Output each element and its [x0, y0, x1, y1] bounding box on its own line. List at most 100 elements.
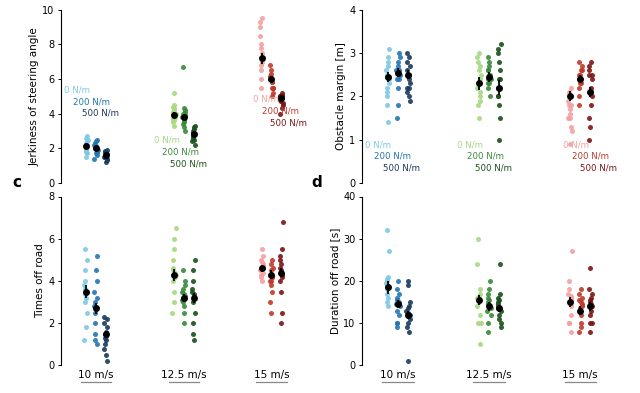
Text: 200 N/m: 200 N/m [73, 97, 110, 106]
Point [394, 312, 404, 318]
Point [472, 303, 483, 310]
Point [564, 106, 575, 112]
Point [493, 102, 504, 108]
Text: a: a [13, 0, 23, 3]
Point [563, 115, 573, 121]
Point [483, 297, 493, 303]
Point [384, 76, 394, 82]
Point [189, 295, 199, 301]
Point [168, 105, 179, 112]
Y-axis label: Times off road: Times off road [36, 244, 45, 318]
Point [384, 46, 394, 52]
Point [586, 295, 596, 301]
Point [177, 288, 188, 295]
Point [485, 278, 495, 284]
Point [81, 135, 91, 141]
Point [266, 299, 276, 305]
Point [403, 278, 413, 284]
Point [391, 301, 401, 307]
Point [256, 67, 266, 73]
Point [178, 295, 188, 301]
Point [100, 329, 111, 335]
Point [476, 290, 486, 297]
Point [585, 297, 595, 303]
Point [474, 297, 484, 303]
Point [587, 72, 597, 78]
Point [268, 90, 278, 96]
Point [178, 110, 188, 117]
Point [82, 310, 92, 316]
Point [566, 248, 577, 255]
Point [90, 320, 100, 326]
Point [404, 80, 415, 86]
Point [392, 84, 403, 91]
Point [493, 301, 503, 307]
Point [392, 295, 402, 301]
Point [573, 84, 584, 91]
Point [177, 121, 188, 127]
Point [573, 102, 584, 108]
Point [383, 274, 394, 280]
Point [564, 278, 575, 284]
Point [90, 337, 100, 343]
Text: 500 N/m: 500 N/m [269, 119, 307, 128]
Text: 0 N/m: 0 N/m [365, 140, 390, 149]
Point [483, 76, 493, 82]
Text: 500 N/m: 500 N/m [475, 163, 511, 173]
Point [79, 337, 90, 343]
Point [483, 299, 493, 305]
Point [383, 248, 394, 255]
Point [493, 295, 504, 301]
Point [91, 138, 101, 144]
Text: 0 N/m: 0 N/m [563, 140, 589, 149]
Point [483, 301, 493, 307]
Point [584, 67, 594, 73]
Point [584, 115, 595, 121]
Point [403, 89, 413, 95]
Point [472, 261, 483, 267]
Point [101, 333, 111, 339]
Point [483, 329, 493, 335]
Point [276, 274, 287, 280]
Point [587, 76, 597, 82]
Point [100, 149, 111, 155]
Point [586, 102, 596, 108]
Point [496, 41, 506, 48]
Point [266, 278, 276, 284]
Point [179, 118, 189, 124]
Point [383, 295, 393, 301]
Point [92, 149, 102, 155]
Point [563, 97, 573, 104]
Point [258, 265, 268, 272]
Point [381, 290, 392, 297]
Point [403, 310, 413, 316]
Point [392, 115, 403, 121]
Point [584, 136, 595, 143]
Point [169, 288, 179, 295]
Point [577, 295, 587, 301]
Point [493, 312, 504, 318]
Point [188, 126, 198, 132]
Point [566, 293, 576, 299]
Point [564, 102, 574, 108]
Point [267, 79, 277, 86]
Point [256, 257, 266, 263]
Point [493, 46, 504, 52]
Point [189, 131, 199, 138]
Point [100, 150, 111, 156]
Point [586, 301, 596, 307]
Point [495, 115, 506, 121]
Point [276, 98, 286, 105]
Point [475, 76, 485, 82]
Point [179, 320, 189, 326]
Text: 0 N/m: 0 N/m [63, 86, 90, 95]
Point [382, 89, 392, 95]
Point [170, 272, 180, 278]
Point [473, 320, 483, 326]
Point [277, 95, 287, 101]
Point [91, 150, 101, 156]
Point [91, 267, 101, 274]
Point [178, 267, 188, 274]
Point [276, 261, 286, 267]
Point [170, 118, 180, 124]
